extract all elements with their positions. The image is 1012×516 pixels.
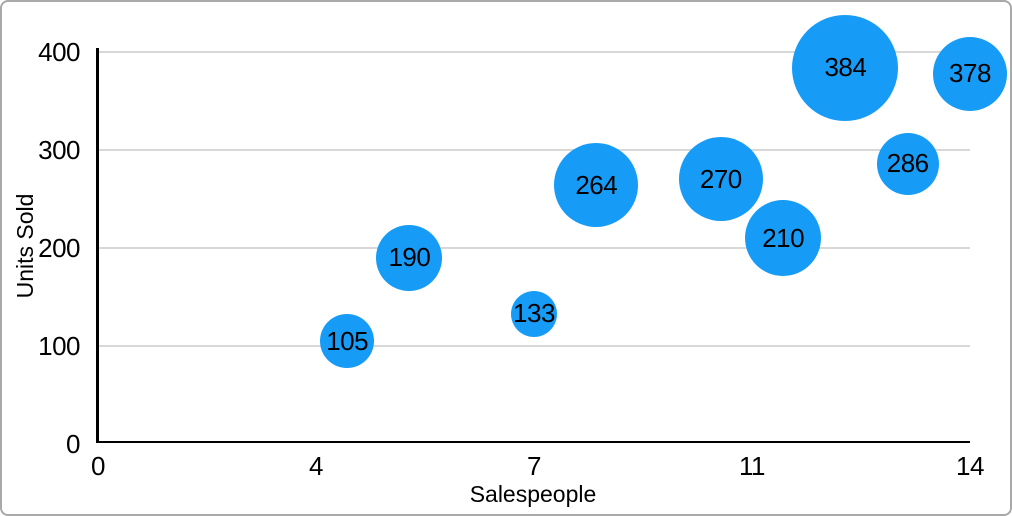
- y-tick-label: 200: [38, 233, 80, 263]
- bubble[interactable]: 133: [511, 290, 557, 337]
- bubble[interactable]: 378: [933, 36, 1007, 111]
- bubble[interactable]: 105: [320, 314, 375, 369]
- bubble[interactable]: 384: [792, 14, 899, 121]
- bubble[interactable]: 264: [554, 143, 639, 228]
- bubble-label: 384: [824, 52, 867, 83]
- x-axis-title: Salespeople: [469, 481, 597, 507]
- bubble-label: 264: [575, 169, 618, 200]
- gridline: [97, 51, 970, 53]
- bubble-label: 286: [886, 148, 929, 179]
- y-axis-line: [96, 48, 99, 443]
- bubble-label: 378: [949, 58, 991, 89]
- bubble[interactable]: 286: [876, 132, 939, 195]
- bubble[interactable]: 270: [678, 137, 763, 222]
- x-tick-label: 14: [956, 451, 984, 481]
- y-tick-label: 100: [38, 331, 80, 361]
- bubble-label: 190: [388, 242, 431, 273]
- gridline: [97, 345, 970, 347]
- y-axis-title: Units Sold: [12, 193, 38, 299]
- x-tick-label: 11: [739, 451, 766, 481]
- bubble-label: 270: [699, 163, 742, 194]
- gridline: [97, 149, 970, 151]
- x-tick-label: 0: [91, 451, 105, 481]
- bubble[interactable]: 190: [376, 224, 443, 291]
- x-axis-line: [96, 440, 970, 443]
- bubble-label: 210: [762, 222, 805, 253]
- y-tick-label: 400: [38, 37, 80, 67]
- x-tick-label: 7: [527, 451, 541, 481]
- y-tick-label: 0: [66, 429, 80, 459]
- x-tick-label: 4: [309, 451, 323, 481]
- bubble-label: 133: [513, 298, 555, 329]
- bubble[interactable]: 210: [745, 200, 822, 277]
- bubble-label: 105: [326, 325, 369, 356]
- gridline: [97, 247, 970, 249]
- y-tick-label: 300: [38, 135, 80, 165]
